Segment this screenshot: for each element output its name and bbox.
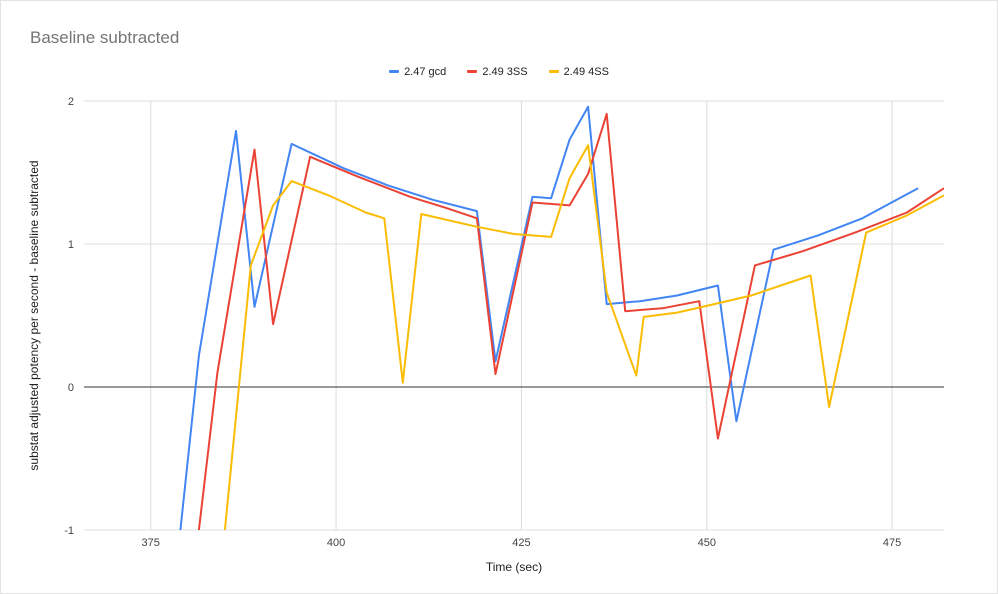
y-tick-label: 1: [68, 239, 74, 251]
legend-label-3ss: 2.49 3SS: [482, 65, 528, 78]
grid-lines: [84, 100, 944, 531]
x-axis-label: Time (sec): [486, 560, 542, 574]
x-tick-label: 375: [142, 537, 160, 549]
legend-label-gcd: 2.47 gcd: [404, 65, 447, 78]
legend-swatch-4ss: [548, 70, 559, 73]
x-tick-label: 475: [883, 537, 901, 549]
series-lines: [179, 105, 944, 530]
legend-swatch-3ss: [467, 70, 478, 73]
series-line-3[interactable]: [223, 144, 944, 530]
y-tick-label: 2: [68, 96, 74, 108]
series-line-1[interactable]: [179, 105, 919, 530]
legend-item-4ss[interactable]: 2.49 4SS: [548, 65, 609, 78]
x-tick-label: 425: [512, 537, 530, 549]
legend-label-4ss: 2.49 4SS: [563, 65, 609, 78]
legend-item-3ss[interactable]: 2.49 3SS: [467, 65, 528, 78]
chart-legend: 2.47 gcd 2.49 3SS 2.49 4SS: [0, 64, 998, 78]
legend-swatch-gcd: [389, 70, 400, 73]
x-tick-label: 400: [327, 537, 345, 549]
y-axis-label: substat adjusted potency per second - ba…: [27, 160, 41, 470]
chart-title: Baseline subtracted: [30, 28, 180, 47]
y-tick-label: 0: [68, 382, 74, 394]
x-tick-label: 450: [698, 537, 716, 549]
legend-item-gcd[interactable]: 2.47 gcd: [389, 66, 446, 78]
tick-labels: -1 0 1 2 375 400 425 450 475: [64, 96, 901, 549]
series-line-2[interactable]: [197, 112, 944, 530]
y-tick-label: -1: [64, 525, 74, 537]
